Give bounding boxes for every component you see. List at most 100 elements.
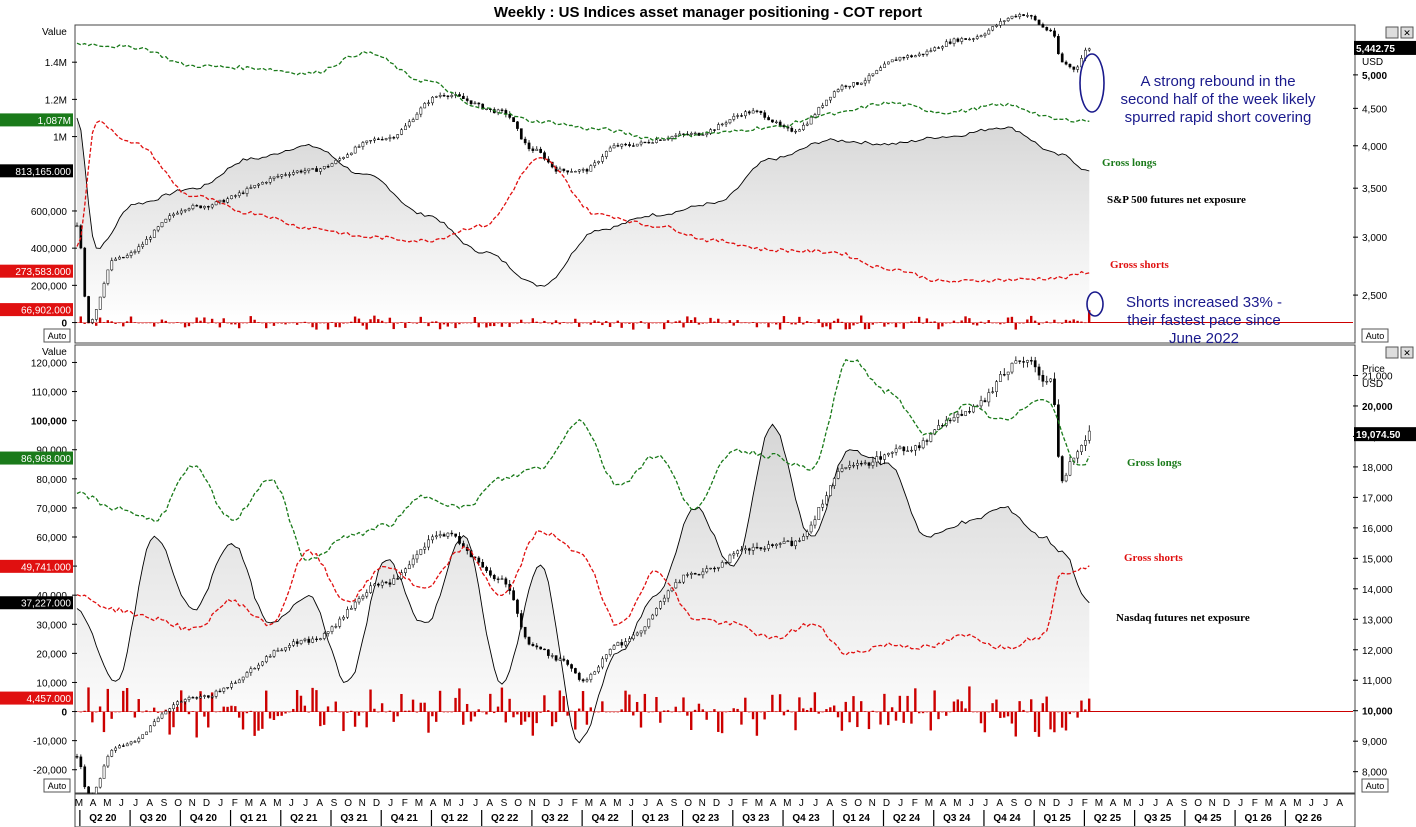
top-weekly-change-bar bbox=[952, 320, 956, 323]
top-weekly-change-bar bbox=[616, 320, 620, 323]
bottom-price-candle-body bbox=[944, 419, 948, 426]
bottom-weekly-change-bar bbox=[458, 688, 461, 712]
top-gross-shorts-line bbox=[76, 119, 1090, 283]
bottom-price-candle-body bbox=[840, 468, 844, 472]
bottom-weekly-change-bar bbox=[601, 701, 604, 712]
bottom-price-candle-body bbox=[566, 660, 570, 665]
top-weekly-change-bar bbox=[693, 317, 697, 323]
bottom-weekly-change-bar bbox=[338, 711, 341, 713]
top-weekly-change-bar bbox=[577, 322, 581, 327]
top-weekly-change-bar bbox=[728, 320, 732, 323]
top-weekly-change-bar bbox=[844, 322, 847, 330]
bottom-weekly-change-bar bbox=[674, 706, 677, 712]
top-price-candle-body bbox=[106, 269, 110, 284]
x-axis-month-label: A bbox=[1336, 798, 1343, 809]
bottom-price-candle-body bbox=[1029, 360, 1033, 362]
top-weekly-change-bar bbox=[755, 322, 759, 328]
bottom-weekly-change-bar bbox=[268, 711, 272, 719]
x-axis-month-label: A bbox=[1280, 798, 1287, 809]
bottom-weekly-change-bar bbox=[210, 692, 214, 712]
top-price-candle-body bbox=[1033, 15, 1037, 21]
bottom-price-candle-body bbox=[106, 756, 110, 767]
bottom-weekly-change-bar bbox=[95, 711, 98, 713]
bottom-weekly-change-bar bbox=[237, 711, 241, 718]
bottom-weekly-change-bar bbox=[469, 711, 473, 722]
top-weekly-change-bar bbox=[350, 321, 353, 323]
bottom-price-candle-body bbox=[311, 638, 315, 643]
bottom-price-candle-body bbox=[388, 582, 392, 585]
bottom-weekly-change-bar bbox=[995, 699, 998, 712]
bottom-price-candle-body bbox=[543, 648, 546, 651]
bottom-weekly-change-bar bbox=[987, 711, 990, 713]
top-price-candle-body bbox=[790, 127, 794, 132]
top-weekly-change-bar bbox=[1041, 322, 1045, 324]
top-weekly-change-bar bbox=[956, 322, 960, 324]
top-weekly-change-bar bbox=[149, 322, 152, 324]
bottom-price-candle-body bbox=[867, 462, 871, 466]
bottom-weekly-change-bar bbox=[326, 706, 330, 712]
top-price-candle-body bbox=[253, 185, 257, 188]
bottom-weekly-change-bar bbox=[1014, 711, 1017, 737]
top-weekly-change-bar bbox=[690, 320, 693, 323]
bottom-price-candle-body bbox=[450, 532, 454, 535]
top-weekly-change-bar bbox=[948, 322, 952, 324]
x-axis-month-label: J bbox=[558, 798, 563, 809]
bottom-price-candle-body bbox=[574, 668, 577, 674]
top-weekly-change-bar bbox=[635, 322, 639, 324]
x-axis-quarter-label: Q3 22 bbox=[541, 813, 569, 824]
bottom-price-candle-body bbox=[755, 546, 759, 549]
bottom-weekly-change-bar bbox=[1064, 711, 1068, 731]
bottom-weekly-change-bar bbox=[122, 690, 125, 712]
bottom-left-tick-label: -20,000 bbox=[33, 766, 67, 777]
bottom-weekly-change-bar bbox=[98, 706, 102, 712]
bottom-weekly-change-bar bbox=[979, 711, 983, 724]
bottom-price-candle-body bbox=[431, 536, 434, 541]
top-price-candle-body bbox=[964, 38, 967, 40]
top-price-candle-body bbox=[407, 121, 411, 127]
top-price-candle-body bbox=[207, 206, 210, 208]
top-price-candle-body bbox=[377, 138, 380, 140]
chart-title: Weekly : US Indices asset manager positi… bbox=[494, 4, 922, 21]
top-weekly-change-bar bbox=[593, 320, 596, 323]
x-axis-quarter-label: Q4 25 bbox=[1194, 813, 1222, 824]
bottom-weekly-change-bar bbox=[697, 703, 701, 712]
bottom-weekly-change-bar bbox=[624, 690, 627, 712]
bottom-weekly-change-bar bbox=[265, 690, 268, 712]
bottom-price-candle-body bbox=[1026, 360, 1029, 363]
top-weekly-change-bar bbox=[334, 322, 337, 328]
bottom-weekly-change-bar bbox=[160, 711, 164, 713]
x-axis-month-label: F bbox=[1252, 798, 1258, 809]
top-price-candle-body bbox=[937, 47, 940, 49]
top-price-candle-body bbox=[906, 55, 910, 58]
x-axis-month-label: M bbox=[585, 798, 593, 809]
bottom-weekly-change-bar bbox=[771, 694, 774, 712]
top-left-badge bbox=[0, 303, 73, 317]
bottom-weekly-change-bar bbox=[83, 710, 86, 712]
bottom-weekly-change-bar bbox=[284, 711, 287, 714]
top-price-candle-body bbox=[728, 119, 732, 124]
bottom-price-candle-body bbox=[523, 626, 527, 638]
top-weekly-change-bar bbox=[805, 321, 809, 323]
top-price-candle-body bbox=[639, 141, 643, 145]
bottom-price-candle-body bbox=[489, 570, 492, 576]
x-axis-month-label: J bbox=[1238, 798, 1243, 809]
top-weekly-change-bar bbox=[991, 322, 994, 324]
bottom-weekly-change-bar bbox=[527, 711, 531, 718]
top-weekly-change-bar bbox=[720, 322, 724, 324]
top-weekly-change-bar bbox=[508, 322, 511, 328]
bottom-weekly-change-bar bbox=[392, 711, 395, 722]
top-weekly-change-bar bbox=[523, 322, 527, 324]
top-weekly-change-bar bbox=[964, 316, 967, 323]
top-weekly-change-bar bbox=[736, 320, 739, 323]
bottom-weekly-change-bar bbox=[991, 703, 994, 712]
top-price-candle-body bbox=[404, 125, 407, 130]
top-price-candle-body bbox=[1002, 20, 1006, 22]
top-price-candle-body bbox=[852, 82, 855, 87]
bottom-weekly-change-bar bbox=[520, 711, 523, 725]
bottom-price-candle-body bbox=[767, 544, 770, 549]
top-price-candle-body bbox=[825, 99, 828, 106]
top-weekly-change-bar bbox=[1002, 322, 1006, 324]
bottom-weekly-change-bar bbox=[836, 711, 840, 718]
top-price-candle-body bbox=[191, 205, 195, 209]
bottom-weekly-change-bar bbox=[435, 711, 438, 722]
